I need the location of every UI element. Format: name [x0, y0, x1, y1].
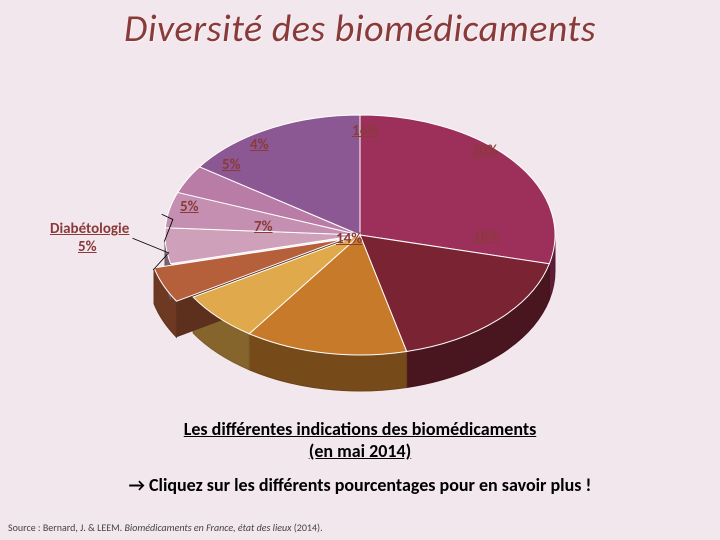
- pct-label-14[interactable]: 14%: [336, 230, 362, 248]
- pct-label-30[interactable]: 30%: [472, 142, 498, 160]
- source-prefix: Source : Bernard, J. & LEEM.: [8, 521, 124, 534]
- pie-chart: 30% 18% 14% 7% Diabétologie 5% 5% 5% 4% …: [120, 70, 600, 400]
- pct-label-diab-line1: Diabétologie: [50, 220, 129, 238]
- pct-label-5b[interactable]: 5%: [222, 156, 241, 174]
- pct-label-16[interactable]: 16%: [352, 122, 378, 140]
- pct-label-18[interactable]: 18%: [473, 228, 499, 246]
- source-italic: Biomédicaments en France, état des lieux: [124, 521, 291, 534]
- page-title: Diversité des biomédicaments: [0, 6, 720, 52]
- pct-label-7[interactable]: 7%: [254, 218, 273, 236]
- pct-label-4[interactable]: 4%: [250, 136, 269, 154]
- caption-line1: Les différentes indications des biomédic…: [0, 418, 720, 440]
- cta-text: → Cliquez sur les différents pourcentage…: [0, 474, 720, 496]
- caption-line2: (en mai 2014): [0, 440, 720, 462]
- pct-label-diab[interactable]: Diabétologie 5%: [50, 220, 129, 256]
- pct-label-diab-line2: 5%: [78, 238, 129, 256]
- source-suffix: (2014).: [291, 521, 322, 534]
- pct-label-5a[interactable]: 5%: [180, 198, 199, 216]
- slide: Diversité des biomédicaments 30% 18% 14%…: [0, 0, 720, 540]
- source-citation: Source : Bernard, J. & LEEM. Biomédicame…: [8, 521, 323, 534]
